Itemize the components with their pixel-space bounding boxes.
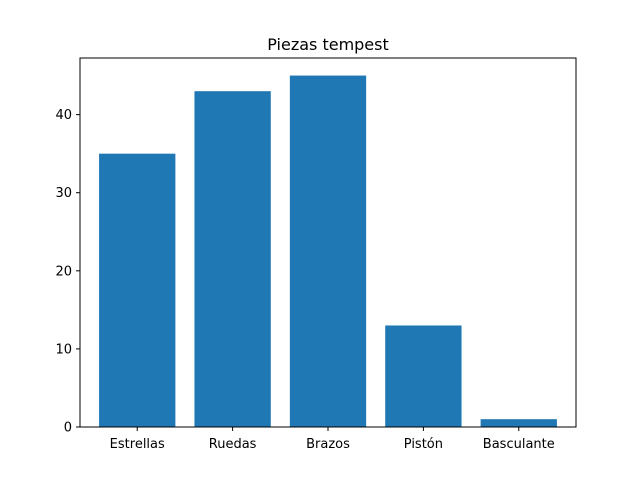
y-tick-label: 40 (55, 108, 72, 123)
bar-1 (194, 91, 271, 427)
y-tick-label: 30 (55, 186, 72, 201)
plot-frame (79, 57, 577, 428)
x-tick-label: Ruedas (209, 437, 257, 452)
chart-title: Piezas tempest (267, 35, 389, 54)
bar-4 (480, 419, 557, 427)
x-tick-label: Basculante (483, 437, 555, 452)
x-axis: Estrellas Ruedas Brazos Pistón Basculante (110, 427, 555, 452)
x-tick-label: Brazos (306, 437, 350, 452)
bars-group (99, 75, 557, 428)
x-tick-label: Pistón (404, 437, 443, 452)
bar-0 (99, 153, 176, 427)
y-tick-label: 0 (64, 421, 72, 436)
y-axis: 0 10 20 30 40 (55, 108, 80, 436)
y-tick-label: 20 (55, 264, 72, 279)
bar-2 (289, 75, 367, 428)
y-tick-label: 10 (55, 342, 72, 357)
x-tick-label: Estrellas (110, 437, 165, 452)
bar-3 (385, 325, 462, 427)
